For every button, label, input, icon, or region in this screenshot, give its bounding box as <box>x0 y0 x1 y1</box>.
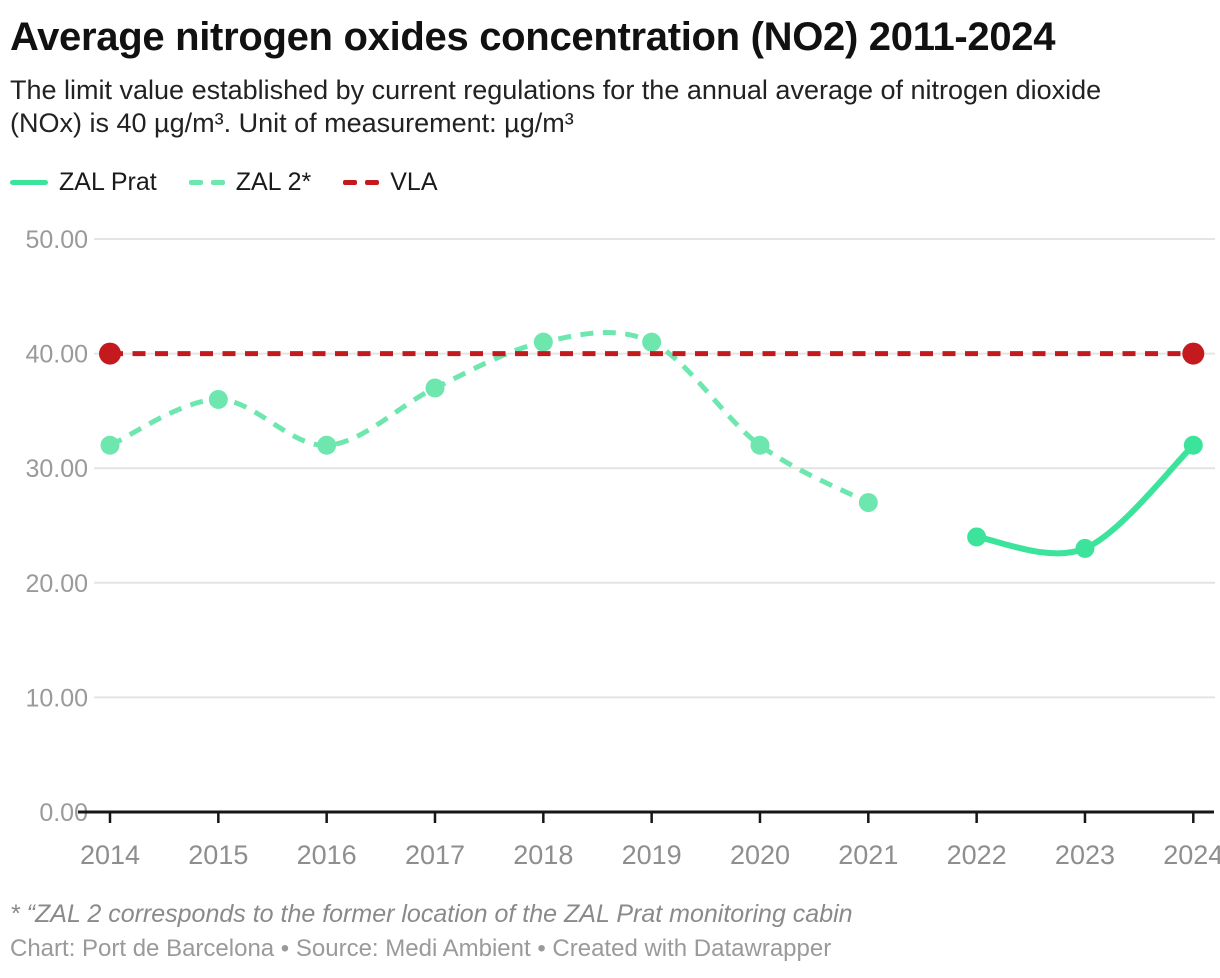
data-point[interactable] <box>750 435 770 455</box>
page-title: Average nitrogen oxides concentration (N… <box>10 15 1056 59</box>
x-axis-label: 2014 <box>80 840 140 870</box>
x-axis-label: 2017 <box>405 840 465 870</box>
y-axis-label: 50.00 <box>25 226 88 254</box>
y-axis-label: 30.00 <box>25 455 88 483</box>
data-point[interactable] <box>100 435 120 455</box>
y-axis-label: 40.00 <box>25 341 88 369</box>
series-line-zal-prat <box>973 442 1197 557</box>
zal-2-dashed-line-swatch-icon <box>188 179 225 185</box>
data-point[interactable] <box>533 332 553 352</box>
chart-footnote: * “ZAL 2 corresponds to the former locat… <box>10 899 853 928</box>
x-axis-label: 2021 <box>838 840 898 870</box>
x-axis-label: 2018 <box>513 840 573 870</box>
legend-item-label: VLA <box>390 167 438 196</box>
x-axis-label: 2016 <box>297 840 357 870</box>
data-point[interactable] <box>967 527 987 547</box>
chart-subtitle: The limit value established by current r… <box>10 75 1102 139</box>
x-axis-label: 2024 <box>1163 840 1220 870</box>
data-point[interactable] <box>1183 435 1203 455</box>
legend-item-label: ZAL Prat <box>59 167 157 196</box>
legend-item-zal-2: ZAL 2* <box>188 167 312 197</box>
data-point[interactable] <box>208 389 228 409</box>
data-point[interactable] <box>317 435 337 455</box>
zal-prat-line-swatch-icon <box>10 179 48 185</box>
footer-credits: Chart: Port de Barcelona • Source: Medi … <box>10 934 832 962</box>
y-axis-label: 10.00 <box>25 684 88 712</box>
data-point[interactable] <box>642 332 662 352</box>
x-axis-label: 2019 <box>622 840 682 870</box>
data-point[interactable] <box>1182 342 1205 365</box>
x-axis-label: 2015 <box>188 840 248 870</box>
x-axis-label: 2020 <box>730 840 790 870</box>
data-point[interactable] <box>858 493 878 513</box>
x-axis-label: 2023 <box>1055 840 1115 870</box>
chart-legend: ZAL Prat ZAL 2* VLA <box>10 168 1205 197</box>
legend-item-zal-prat: ZAL Prat <box>10 168 157 197</box>
legend-item-label: ZAL 2* <box>235 167 312 196</box>
legend-item-vla: VLA <box>343 167 438 197</box>
data-point[interactable] <box>425 378 445 398</box>
series-line-zal-2- <box>108 330 870 505</box>
x-axis-label: 2022 <box>947 840 1007 870</box>
data-point[interactable] <box>99 342 121 365</box>
data-point[interactable] <box>1075 538 1095 558</box>
vla-dashed-line-swatch-icon <box>343 179 380 185</box>
y-axis-label: 20.00 <box>25 570 88 598</box>
